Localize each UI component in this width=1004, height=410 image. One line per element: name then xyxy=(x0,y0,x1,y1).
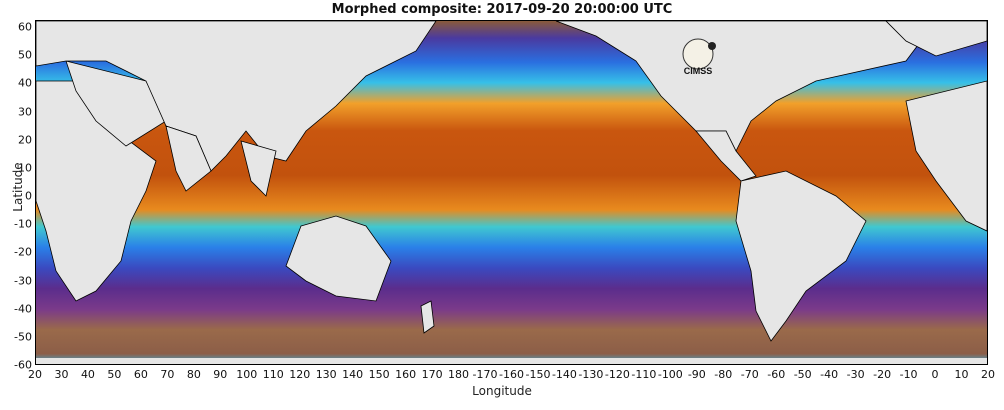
x-tick-label: 40 xyxy=(80,368,95,381)
y-tick-label: 10 xyxy=(18,161,32,175)
y-tick-label: -50 xyxy=(14,330,32,344)
y-tick-label: 0 xyxy=(25,189,32,203)
x-tick-label: 100 xyxy=(236,368,258,381)
y-tick-label: 40 xyxy=(18,76,32,90)
x-tick-label: 90 xyxy=(213,368,228,381)
y-tick-label: 20 xyxy=(18,133,32,147)
x-tick-label: 10 xyxy=(954,368,969,381)
x-tick-label: -80 xyxy=(714,368,733,381)
x-tick-label: 130 xyxy=(315,368,337,381)
x-tick-label: -110 xyxy=(631,368,657,381)
landmass-greenland xyxy=(885,21,987,57)
x-tick-label: -70 xyxy=(740,368,759,381)
x-tick-label: -50 xyxy=(793,368,812,381)
y-tick-label: -10 xyxy=(14,217,32,231)
x-tick-label: -40 xyxy=(820,368,839,381)
x-tick-label: 110 xyxy=(262,368,284,381)
x-axis-title: Longitude xyxy=(472,384,532,398)
y-tick-label: 60 xyxy=(18,20,32,34)
x-tick-label: 70 xyxy=(160,368,175,381)
x-tick-label: -150 xyxy=(525,368,551,381)
landmass-india xyxy=(165,125,212,192)
x-tick-label: -60 xyxy=(767,368,786,381)
landmass-australia xyxy=(285,215,392,302)
x-tick-label: 160 xyxy=(395,368,417,381)
x-tick-label: -20 xyxy=(873,368,892,381)
x-tick-label: 150 xyxy=(368,368,390,381)
x-tick-label: -170 xyxy=(472,368,498,381)
x-tick-label: 170 xyxy=(421,368,443,381)
x-tick-label: 180 xyxy=(448,368,470,381)
landmass-new-zealand xyxy=(420,300,435,334)
y-tick-label: 30 xyxy=(18,105,32,118)
landmass-central-america xyxy=(695,130,757,182)
y-tick-label: -30 xyxy=(14,274,32,287)
x-tick-label: 140 xyxy=(342,368,364,381)
x-tick-label: -140 xyxy=(551,368,577,381)
x-tick-label: 60 xyxy=(133,368,148,381)
moisture-map xyxy=(36,21,987,364)
landmass-south-america xyxy=(735,170,867,342)
logo-text: CIMSS xyxy=(684,66,713,76)
x-tick-label: 30 xyxy=(54,368,69,381)
map-title: Morphed composite: 2017-09-20 20:00:00 U… xyxy=(331,2,673,17)
x-tick-label: 120 xyxy=(289,368,311,381)
landmass-se-asia xyxy=(240,140,277,197)
y-tick-label: 50 xyxy=(18,48,32,62)
x-tick-label: -160 xyxy=(499,368,524,381)
y-tick-label: -60 xyxy=(14,358,32,372)
cimss-logo: CIMSS xyxy=(672,38,724,78)
x-tick-label: 20 xyxy=(981,368,995,381)
y-axis-title: Latitude xyxy=(11,162,25,212)
y-tick-label: -40 xyxy=(14,302,32,316)
x-tick-label: -100 xyxy=(657,368,683,381)
x-tick-label: -130 xyxy=(578,368,604,381)
x-tick-label: -10 xyxy=(899,368,918,381)
x-tick-label: 0 xyxy=(931,368,939,381)
landmass-antarctica xyxy=(36,358,987,364)
landmass-eurasia xyxy=(36,21,437,172)
map-plot-area[interactable] xyxy=(35,20,988,365)
x-tick-label: 20 xyxy=(28,368,42,381)
x-tick-label: 50 xyxy=(107,368,122,381)
y-tick-label: -20 xyxy=(14,245,32,259)
x-tick-label: -90 xyxy=(687,368,706,381)
x-tick-label: -30 xyxy=(846,368,865,381)
x-tick-label: 80 xyxy=(186,368,201,381)
x-tick-label: -120 xyxy=(604,368,630,381)
landmass-west-africa-right xyxy=(905,80,987,232)
